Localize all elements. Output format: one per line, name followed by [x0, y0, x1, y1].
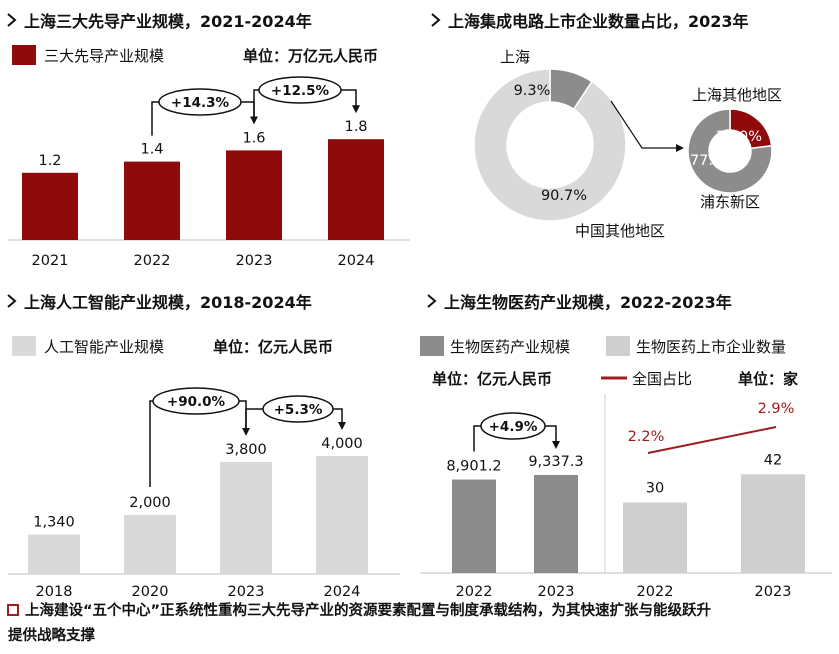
- bio-count-value: 30: [646, 481, 664, 497]
- ic-drilldown-connector: [610, 100, 684, 152]
- bio-legend-share: 全国占比: [632, 370, 692, 388]
- semis-bar: [328, 139, 384, 240]
- panel-ai: 上海人工智能产业规模，2018-2024年 人工智能产业规模 单位：亿元人民币 …: [7, 293, 400, 600]
- semis-bar-chart: 1.2 2021 1.4 2022 1.6 2023 1.8 2024 +14.3% +12.5%: [8, 76, 410, 269]
- bio-share-line: [647, 426, 777, 454]
- ai-bar: [220, 461, 272, 574]
- ai-legend-label: 人工智能产业规模: [44, 338, 164, 356]
- semis-growth-label: +14.3%: [171, 95, 230, 111]
- ai-tick-label: 2024: [324, 584, 361, 600]
- bio-share-value: 2.2%: [628, 429, 665, 445]
- ai-tick-label: 2020: [132, 584, 169, 600]
- arrow-right-icon: [427, 294, 437, 308]
- semis-value-label: 1.2: [38, 153, 61, 169]
- ic-donut-1-value: 9.3%: [514, 83, 551, 99]
- semis-value-label: 1.8: [344, 119, 367, 135]
- ai-value-label: 2,000: [129, 495, 171, 511]
- semis-tick-label: 2023: [236, 253, 273, 269]
- footer-line-1: 上海建设“五个中心”正系统性重构三大先导产业的资源要素配置与制度承载结构，为其快…: [25, 601, 712, 619]
- semis-bar: [22, 172, 78, 240]
- panel-semis: 上海三大先导产业规模，2021-2024年 三大先导产业规模 单位：万亿元人民币…: [7, 12, 410, 269]
- bio-legend-count-swatch: [606, 336, 630, 356]
- bio-growth-ellipse: [480, 412, 546, 440]
- bio-tick-label: 2023: [755, 584, 792, 600]
- semis-growth-ellipse: [158, 88, 242, 116]
- ic-donut-1-slice: [473, 68, 627, 222]
- semis-value-label: 1.6: [242, 130, 265, 146]
- ai-bar: [316, 456, 368, 574]
- footer: 上海建设“五个中心”正系统性重构三大先导产业的资源要素配置与制度承载结构，为其快…: [7, 601, 712, 644]
- ai-growth-label: +5.3%: [274, 402, 323, 418]
- bio-legend-count: 生物医药上市企业数量: [636, 338, 786, 356]
- semis-title: 上海三大先导产业规模，2021-2024年: [24, 12, 312, 31]
- ai-tick-label: 2018: [36, 584, 73, 600]
- ai-bar-chart: 1,340 2018 2,000 2020 3,800 2023 4,000 2024 +90.…: [8, 387, 400, 600]
- ic-donut-1-value: 90.7%: [541, 188, 587, 204]
- ic-donut-2-label: 浦东新区: [700, 193, 760, 211]
- bio-legend-scale: 生物医药产业规模: [450, 338, 570, 356]
- footer-line-2: 提供战略支撑: [8, 626, 95, 644]
- semis-tick-label: 2022: [134, 253, 171, 269]
- panel-bio: 上海生物医药产业规模，2022-2023年 生物医药产业规模 生物医药上市企业数…: [420, 293, 832, 600]
- arrow-right-icon: [431, 13, 441, 27]
- semis-growth-label: +12.5%: [271, 83, 330, 99]
- arrow-right-icon: [7, 13, 17, 27]
- arrow-right-icon: [7, 294, 17, 308]
- ai-value-label: 4,000: [321, 436, 363, 452]
- semis-bar: [124, 161, 180, 240]
- bio-unit-right: 单位：家: [738, 370, 798, 388]
- bio-title: 上海生物医药产业规模，2022-2023年: [444, 293, 732, 312]
- ai-legend-swatch: [12, 336, 36, 356]
- ic-donut-1-label: 上海: [500, 48, 530, 66]
- ai-growth-ellipse: [152, 387, 240, 415]
- ai-growth-ellipse: [262, 395, 334, 423]
- bio-count-bar: [623, 502, 687, 573]
- semis-value-label: 1.4: [140, 142, 163, 158]
- bio-unit-left: 单位：亿元人民币: [432, 370, 552, 388]
- bio-scale-value: 8,901.2: [446, 459, 501, 475]
- bio-tick-label: 2022: [456, 584, 493, 600]
- semis-tick-label: 2021: [32, 253, 69, 269]
- ic-donut-1-label: 中国其他地区: [575, 222, 665, 240]
- bio-share-value: 2.9%: [758, 401, 795, 417]
- ai-value-label: 3,800: [225, 442, 267, 458]
- ic-donut-2-value: 23.0%: [716, 129, 762, 145]
- ai-growth-label: +90.0%: [167, 394, 226, 410]
- ai-title: 上海人工智能产业规模，2018-2024年: [24, 293, 312, 312]
- ai-value-label: 1,340: [33, 514, 75, 530]
- ic-donut-2-slice: [687, 108, 773, 194]
- bio-count-value: 42: [764, 452, 782, 468]
- ai-bar: [28, 534, 80, 574]
- semis-unit: 单位：万亿元人民币: [243, 47, 378, 65]
- semis-legend-swatch: [12, 45, 36, 65]
- bio-scale-bar: [452, 479, 496, 573]
- bio-scale-value: 9,337.3: [528, 454, 583, 470]
- semis-bar: [226, 150, 282, 240]
- ic-title: 上海集成电路上市企业数量占比，2023年: [448, 12, 749, 31]
- semis-legend-label: 三大先导产业规模: [44, 47, 164, 65]
- semis-growth-ellipse: [258, 76, 342, 104]
- ai-unit: 单位：亿元人民币: [213, 338, 333, 356]
- hollow-square-icon: [7, 604, 19, 616]
- ai-bar: [124, 515, 176, 574]
- bio-growth-label: +4.9%: [489, 419, 538, 435]
- ic-donut-2-label: 上海其他地区: [692, 86, 782, 104]
- bio-bar-chart: 8,901.2 2022 9,337.3 2023 30 2022 42 2023 2.2% 2.…: [420, 401, 832, 600]
- ic-donut-2-value: 77.0%: [690, 153, 736, 169]
- bio-tick-label: 2022: [637, 584, 674, 600]
- bio-tick-label: 2023: [538, 584, 575, 600]
- semis-tick-label: 2024: [338, 253, 375, 269]
- bio-count-bar: [741, 474, 805, 573]
- bio-legend-scale-swatch: [420, 336, 444, 356]
- ai-tick-label: 2023: [228, 584, 265, 600]
- bio-scale-bar: [534, 474, 578, 573]
